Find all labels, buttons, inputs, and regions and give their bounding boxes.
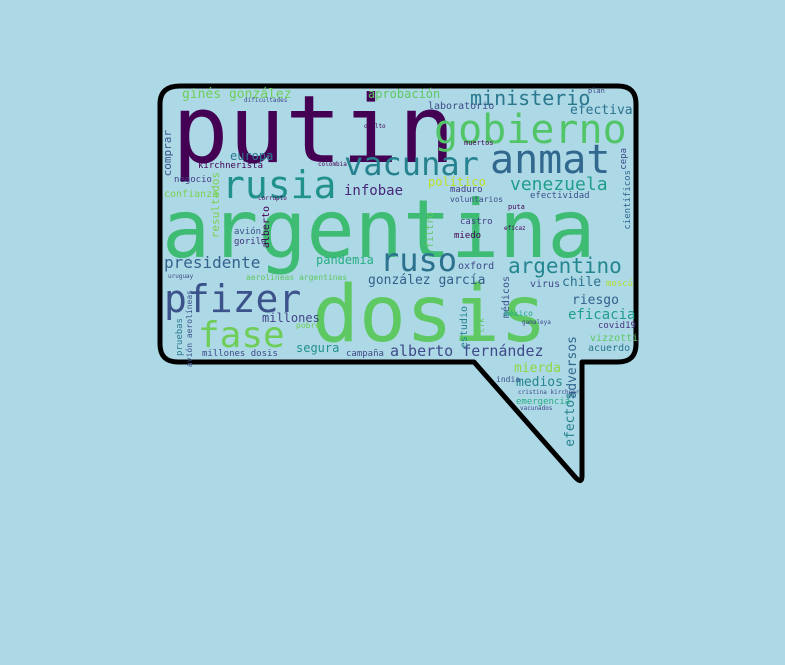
word-gines-gonzalez: ginés gonzález [182,87,292,102]
word-puta: puta [508,203,525,211]
word-plan: plan [588,87,605,95]
word-avion: avión [234,227,262,237]
word-covid19: covid19 [598,321,636,331]
word-riesgo: riesgo [572,293,619,308]
word-pruebas: pruebas [175,318,185,356]
word-pfizer: pfizer [164,277,302,321]
word-castro: castro [460,217,493,227]
word-cristina-kirchner: cristina kirchner [518,389,580,396]
word-ministerio: ministerio [470,86,591,110]
word-oxford: oxford [458,261,495,272]
word-vacunar: vacunar [344,145,479,183]
word-eficacia: eficacia [568,307,636,323]
word-miedo: miedo [454,231,482,241]
word-colombia: colombia [318,161,347,168]
word-mexico: méxico [504,309,533,318]
word-alberto-fernandez: alberto fernández [390,342,544,360]
word-dosis: dosis [312,270,547,360]
word-chile: chile [562,275,602,290]
word-muertos: muertos [464,139,494,147]
word-ruso: ruso [380,241,458,279]
word-eficaz: eficaz [504,225,526,232]
word-avion-aerolineas: avión aerolíneas [185,290,194,368]
word-moscu: moscú [606,279,634,289]
word-cfk: cfk [477,318,486,333]
word-acuerdo: acuerdo [588,343,631,354]
word-comprar: comprar [161,130,174,177]
word-gamaleya: gamaleya [522,319,551,326]
word-gonzalez-garcia: gonzález garcía [368,273,486,288]
speech-bubble-outline [157,83,639,484]
word-putin: putin [172,76,455,185]
word-corrupto: corrupto [258,195,287,202]
word-pobre: pobre [296,321,321,330]
word-presidente: presidente [164,253,261,272]
word-efectividad: efectividad [530,191,590,201]
word-oculto: oculto [364,123,386,130]
word-estudio: estudio [459,306,470,349]
word-politico: político [428,175,486,189]
word-millones-dosis: millones dosis [202,349,278,359]
word-argentino: argentino [508,254,622,278]
word-aerolineas-argentinas: aerolíneas argentinas [246,273,348,282]
word-filtro: filtro [425,212,436,249]
word-pandemia: pandemia [316,253,374,267]
word-confianza: confianza [164,189,219,200]
word-argentina: argentina [162,183,596,276]
word-alberto: alberto [261,206,272,249]
word-europa: europa [230,149,274,163]
word-medios: medios [516,375,563,390]
word-mierda: mierda [514,361,561,376]
word-vacunados: vacunados [520,405,553,412]
word-negocio: negocio [174,175,212,185]
word-laboratorio: laboratorio [428,101,495,112]
word-rusia: rusia [222,163,337,207]
word-dificultades: dificultades [244,97,288,104]
word-voluntarios: voluntarios [450,195,503,204]
word-uruguay: uruguay [168,273,194,280]
word-anmat: anmat [490,137,611,183]
word-virus: virus [530,279,561,290]
word-campana: campaña [346,349,384,359]
word-emergencia: emergencia [516,397,571,407]
word-infobae: infobae [344,183,404,199]
word-efectiva: efectiva [570,103,633,118]
word-fase: fase [198,315,285,356]
word-millones: millones [262,311,320,325]
word-aprobacion: aprobación [368,87,441,101]
word-maduro: maduro [450,185,483,195]
word-india: india [496,375,521,384]
word-kirchnerista: kirchnerista [198,161,264,171]
word-segura: segura [296,341,340,355]
word-cientificos: científicos [623,170,633,230]
word-gorila: gorila [234,237,267,247]
word-venezuela: venezuela [510,174,608,195]
word-vizzotti: vizzotti [590,333,639,344]
word-cepa: cepa [619,148,629,170]
word-gobierno: gobierno [434,107,627,153]
